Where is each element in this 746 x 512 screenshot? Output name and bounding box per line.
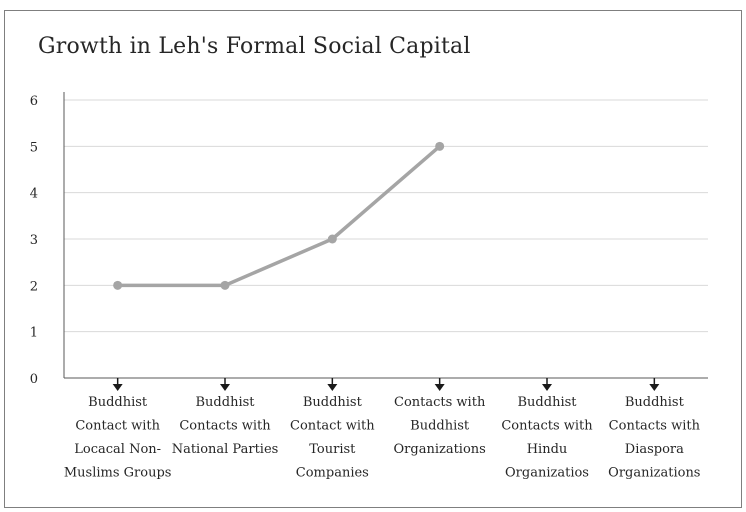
y-tick-label-1: 1 — [30, 326, 38, 341]
y-tick-label-4: 4 — [30, 187, 38, 202]
series-line-1 — [115, 144, 442, 288]
category-arrow-head-6 — [649, 384, 660, 391]
chart-frame — [4, 10, 742, 508]
data-point-1 — [113, 280, 123, 290]
x-tick-label-1: Buddhist Contact with Locacal Non-Muslims … — [64, 395, 172, 481]
data-point-4 — [435, 141, 445, 151]
y-tick-label-3: 3 — [30, 233, 38, 248]
x-tick-label-4: Contacts with Buddhist Organizations — [394, 395, 486, 457]
x-tick-label-6: Buddhist Contacts with Diaspora Organizatio… — [608, 395, 700, 481]
x-tick-label-3: Buddhist Contact with Tourist Companies — [290, 395, 375, 481]
category-arrow-head-4 — [434, 384, 445, 391]
category-arrow-head-3 — [327, 384, 338, 391]
y-tick-label-5: 5 — [30, 140, 38, 155]
chart-title: Growth in Leh's Formal Social Capital — [38, 34, 471, 59]
category-arrow-head-5 — [542, 384, 552, 391]
y-tick-label-6: 6 — [30, 94, 38, 109]
data-point-3 — [327, 234, 337, 244]
x-tick-label-5: Buddhist Contacts with Hindu Organizatios — [501, 395, 593, 481]
y-tick-label-2: 2 — [30, 279, 38, 294]
category-arrow-head-2 — [220, 384, 230, 391]
y-tick-label-0: 0 — [30, 372, 38, 387]
data-point-2 — [220, 280, 230, 290]
category-arrow-head-1 — [112, 384, 123, 391]
x-tick-label-2: Buddhist Contacts with National Parties — [172, 395, 279, 457]
